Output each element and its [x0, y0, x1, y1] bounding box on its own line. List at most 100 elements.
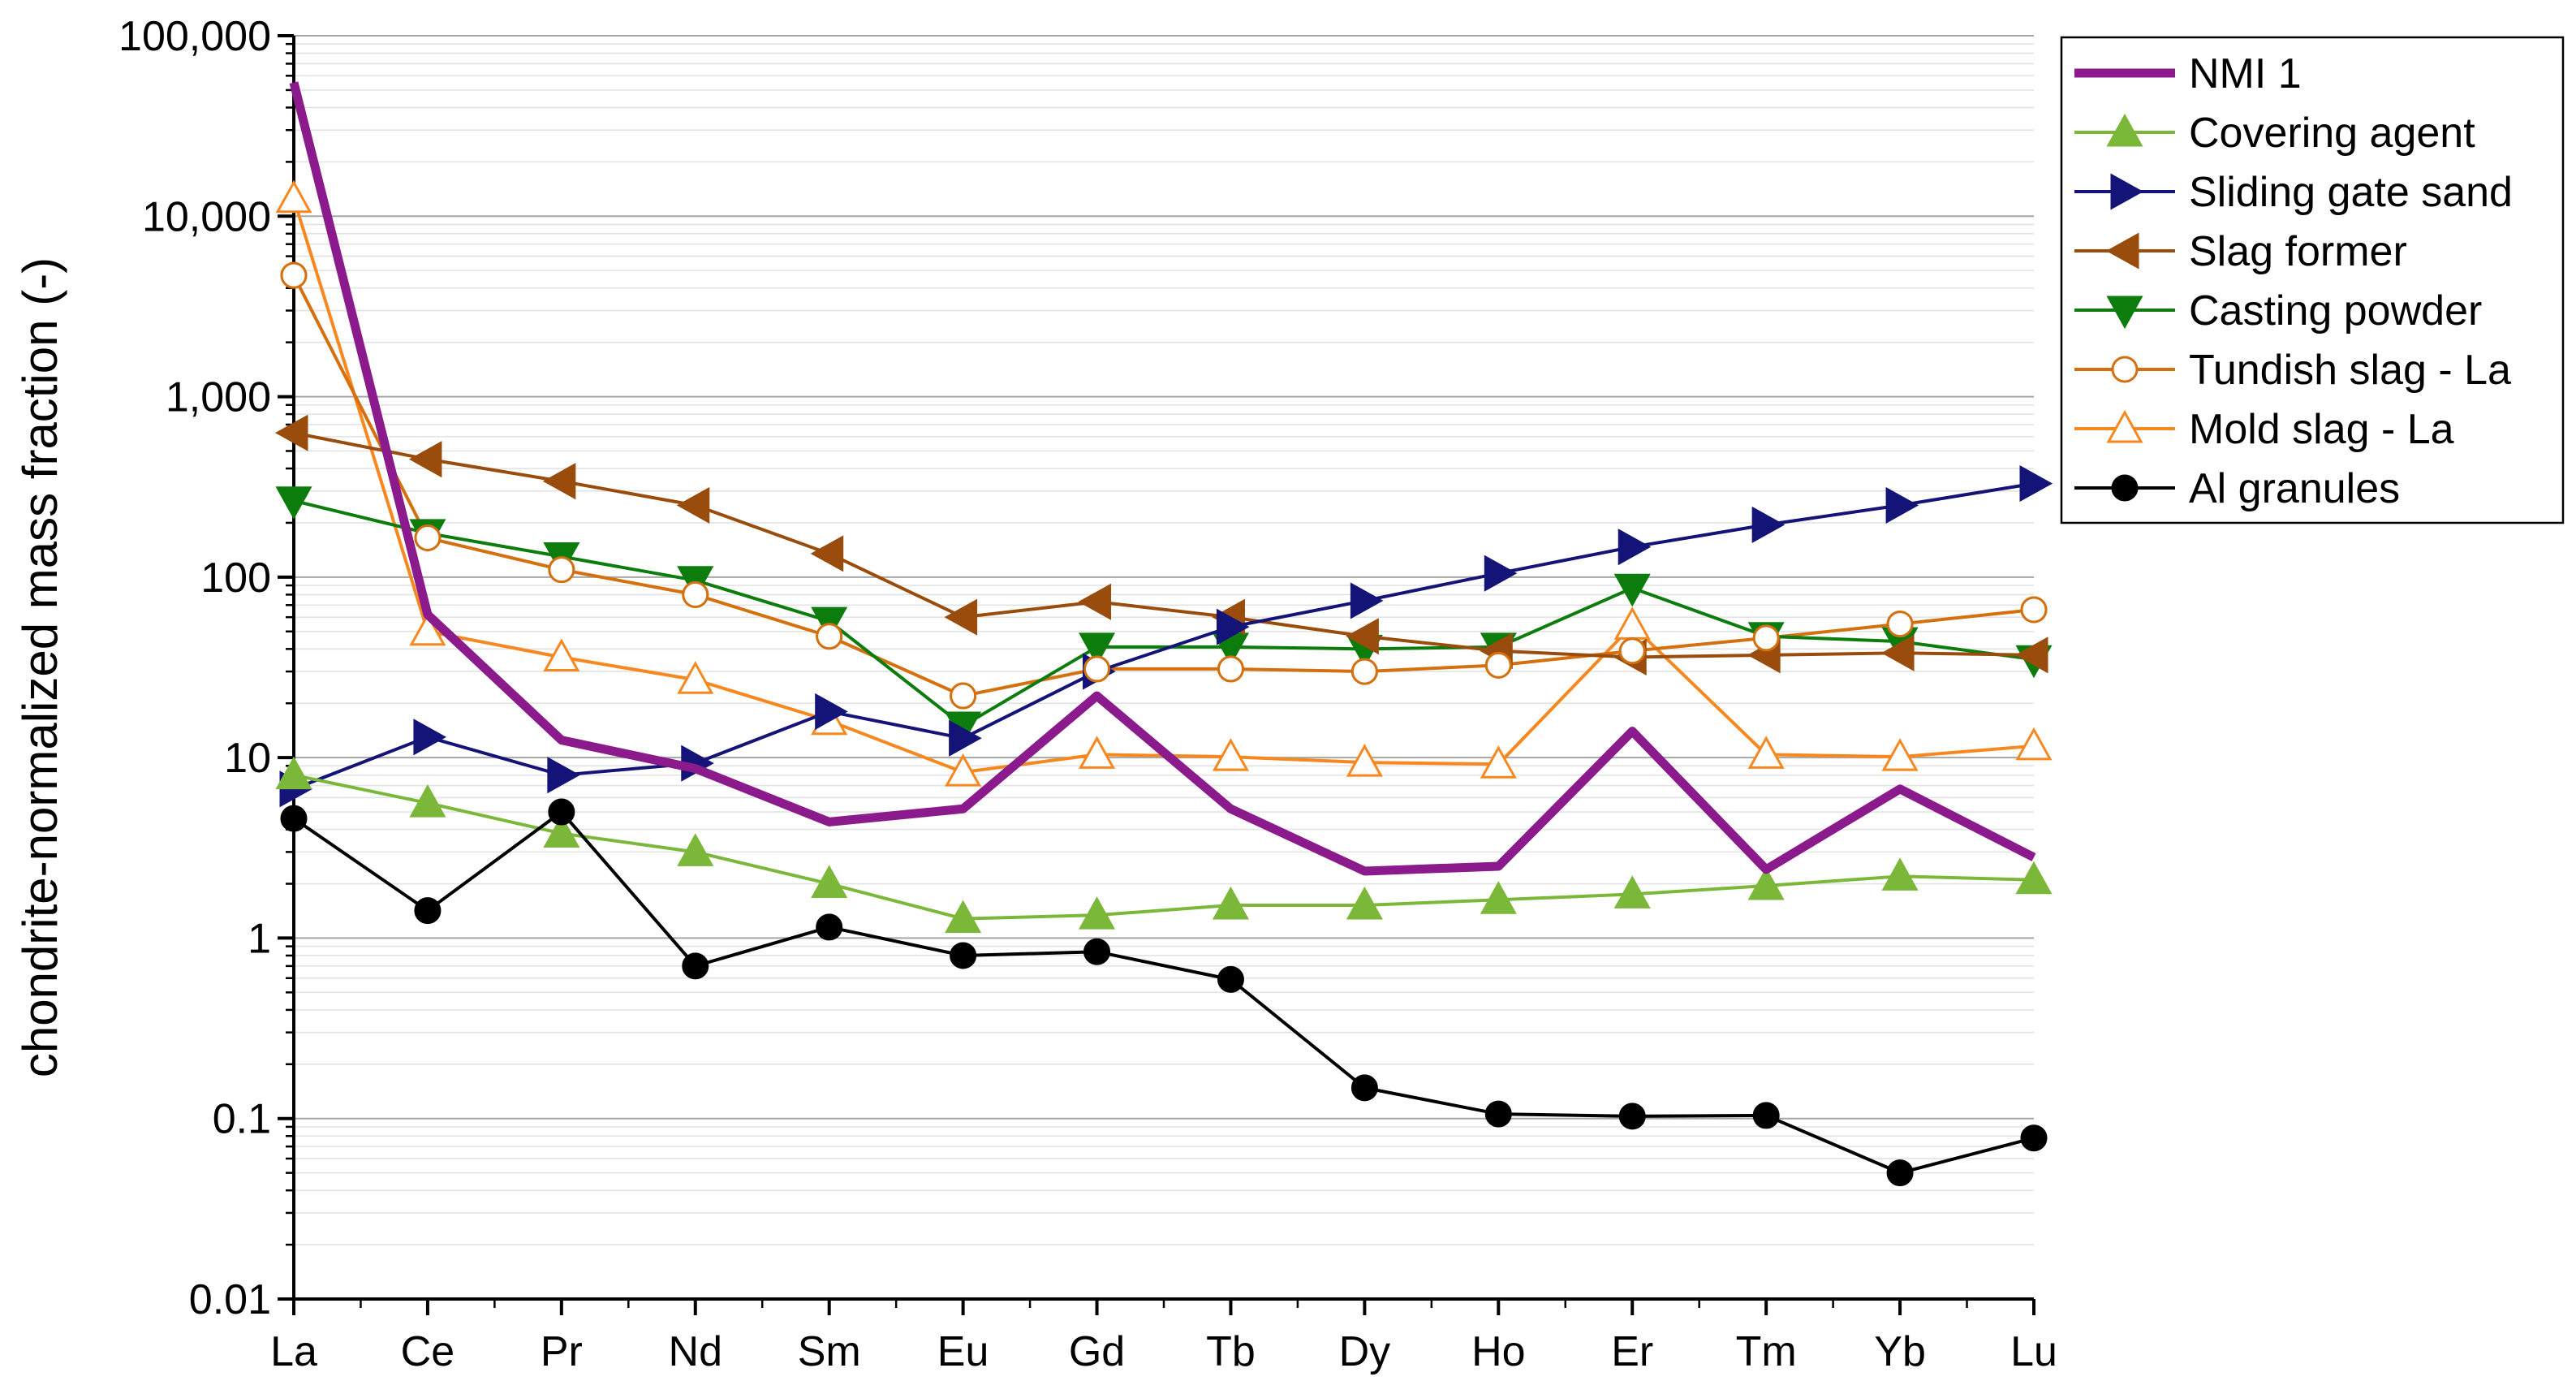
data-point-al-granules: [950, 942, 977, 969]
data-point-slag-former: [274, 414, 308, 451]
data-point-casting-powder: [811, 606, 848, 641]
legend-box: [2060, 36, 2565, 524]
data-point-tundish-slag-la: [548, 556, 575, 584]
data-point-casting-powder: [1078, 632, 1116, 667]
legend-label-al-granules: Al granules: [2189, 465, 2400, 512]
data-point-slag-former: [408, 441, 442, 478]
data-point-tundish-slag-la: [950, 682, 977, 710]
data-point-mold-slag-la: [677, 661, 714, 694]
data-point-covering-agent: [1078, 896, 1116, 930]
data-point-tundish-slag-la: [1618, 637, 1646, 665]
data-point-casting-powder: [275, 486, 312, 520]
data-point-sliding-gate-sand: [949, 719, 982, 757]
legend-label-sliding-gate-sand: Sliding gate sand: [2189, 169, 2513, 216]
data-point-al-granules: [548, 798, 575, 826]
legend-label-tundish-slag-la: Tundish slag - La: [2189, 347, 2511, 394]
x-tick-label: Tb: [1206, 1328, 1256, 1375]
data-point-covering-agent: [543, 814, 580, 848]
data-point-mold-slag-la: [2015, 727, 2053, 761]
data-point-al-granules: [1484, 1100, 1512, 1128]
series-nmi-1: [289, 81, 2036, 876]
data-point-sliding-gate-sand: [1751, 506, 1786, 543]
data-point-al-granules: [280, 805, 308, 832]
legend-label-covering-agent: Covering agent: [2189, 110, 2475, 157]
data-point-tundish-slag-la: [816, 623, 843, 650]
x-tick-label: Er: [1611, 1328, 1653, 1375]
data-point-mold-slag-la: [1480, 745, 1517, 779]
data-point-covering-agent: [1881, 857, 1919, 891]
y-axis-title: chondrite-normalized mass fraction (-): [13, 257, 67, 1077]
data-point-covering-agent: [1480, 881, 1517, 914]
y-tick-label: 10,000: [142, 193, 271, 240]
data-point-mold-slag-la: [275, 179, 312, 214]
data-point-tundish-slag-la: [1484, 651, 1512, 679]
series-line-al-granules: [292, 810, 2035, 1175]
data-point-sliding-gate-sand: [547, 757, 580, 794]
data-point-slag-former: [542, 463, 576, 500]
data-point-mold-slag-la: [1212, 738, 1250, 771]
data-point-covering-agent: [2015, 861, 2053, 895]
series-line-tundish-slag-la: [292, 274, 2035, 698]
data-point-al-granules: [682, 952, 709, 980]
series-tundish-slag-la: [280, 261, 2048, 710]
series-line-sliding-gate-sand: [293, 481, 2035, 791]
data-point-slag-former: [2014, 637, 2048, 674]
data-point-sliding-gate-sand: [815, 693, 848, 730]
data-point-covering-agent: [1212, 886, 1250, 920]
series-slag-former: [274, 414, 2048, 676]
legend-label-mold-slag-la: Mold slag - La: [2189, 406, 2454, 453]
data-point-slag-former: [1078, 583, 1112, 620]
data-point-covering-agent: [275, 756, 312, 790]
series-line-casting-powder: [293, 498, 2035, 728]
data-point-al-granules: [1886, 1159, 1914, 1187]
data-point-covering-agent: [409, 784, 446, 818]
data-point-casting-powder: [1613, 573, 1651, 607]
data-point-al-granules: [2020, 1124, 2048, 1152]
x-tick-label: Pr: [541, 1328, 583, 1375]
data-point-tundish-slag-la: [1752, 624, 1780, 652]
data-point-al-granules: [1752, 1102, 1780, 1129]
data-point-tundish-slag-la: [1217, 655, 1244, 683]
data-point-covering-agent: [1346, 886, 1383, 920]
data-point-slag-former: [810, 535, 844, 572]
legend-marker-casting-powder: [2106, 296, 2143, 330]
data-point-tundish-slag-la: [414, 524, 442, 552]
legend-marker-al-granules: [2111, 474, 2139, 502]
series-tundish-slag-la: [280, 261, 2048, 710]
series-covering-agent: [275, 756, 2053, 934]
y-tick-label: 1,000: [166, 374, 271, 421]
x-tick-label: Lu: [2010, 1328, 2057, 1375]
legend-label-slag-former: Slag former: [2189, 228, 2407, 275]
data-point-al-granules: [414, 897, 442, 925]
data-point-mold-slag-la: [1613, 606, 1651, 640]
data-point-covering-agent: [1613, 875, 1651, 908]
series-line-slag-former: [293, 431, 2035, 659]
data-point-slag-former: [676, 486, 710, 524]
data-point-slag-former: [1880, 634, 1915, 671]
data-point-al-granules: [1083, 938, 1111, 965]
x-tick-label: Ce: [401, 1328, 454, 1375]
data-point-tundish-slag-la: [682, 580, 709, 608]
data-point-mold-slag-la: [1881, 738, 1919, 771]
legend-marker-covering-agent: [2106, 113, 2143, 147]
x-tick-label: Nd: [669, 1328, 722, 1375]
x-tick-label: Dy: [1339, 1328, 1391, 1375]
data-point-mold-slag-la: [1346, 744, 1383, 777]
data-point-sliding-gate-sand: [2019, 465, 2053, 503]
data-point-al-granules: [1350, 1074, 1378, 1102]
data-point-covering-agent: [677, 833, 714, 866]
series-line-nmi-1: [289, 81, 2036, 876]
series-al-granules: [280, 798, 2048, 1187]
ticks-layer: 0.01 0.1 1 10 100 1,000 10,000 100,000 La Ce Pr Nd S…: [118, 13, 2057, 1375]
legend: NMI 1 Covering agent Sliding gate sand Slag…: [2060, 36, 2565, 524]
data-point-sliding-gate-sand: [413, 719, 447, 756]
legend-marker-slag-former: [2105, 232, 2139, 270]
data-point-covering-agent: [811, 865, 848, 899]
data-point-slag-former: [1346, 618, 1379, 655]
y-tick-label: 10: [224, 735, 271, 782]
data-point-al-granules: [816, 913, 843, 941]
y-tick-label: 1: [248, 915, 271, 962]
data-point-tundish-slag-la: [2020, 596, 2048, 624]
x-tick-label: Eu: [937, 1328, 989, 1375]
